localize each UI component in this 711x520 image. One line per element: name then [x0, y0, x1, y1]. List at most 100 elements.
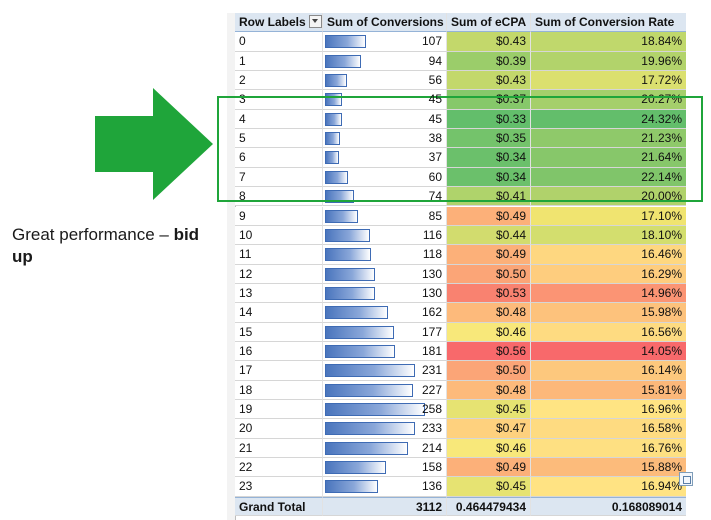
row-label-cell[interactable]: 11 — [235, 245, 323, 265]
conversions-cell[interactable]: 130 — [323, 264, 447, 284]
conversions-cell[interactable]: 38 — [323, 129, 447, 149]
row-label-cell[interactable]: 12 — [235, 264, 323, 284]
ecpa-cell[interactable]: $0.50 — [447, 361, 531, 381]
conversions-cell[interactable]: 233 — [323, 419, 447, 439]
conversions-cell[interactable]: 162 — [323, 303, 447, 323]
ecpa-cell[interactable]: $0.49 — [447, 245, 531, 265]
conversions-cell[interactable]: 118 — [323, 245, 447, 265]
row-label-cell[interactable]: 14 — [235, 303, 323, 323]
spreadsheet[interactable]: Row Labels Sum of Conversions Sum of eCP… — [227, 13, 711, 520]
ecpa-cell[interactable]: $0.43 — [447, 71, 531, 91]
rate-cell[interactable]: 16.96% — [531, 400, 686, 420]
paste-options-icon[interactable] — [679, 472, 693, 486]
ecpa-cell[interactable]: $0.56 — [447, 341, 531, 362]
row-label-cell[interactable]: 21 — [235, 438, 323, 459]
conversions-cell[interactable]: 107 — [323, 32, 447, 52]
conversions-cell[interactable]: 231 — [323, 361, 447, 381]
rate-cell[interactable]: 15.88% — [531, 458, 686, 478]
grand-total-label[interactable]: Grand Total — [235, 496, 323, 517]
ecpa-cell[interactable]: $0.47 — [447, 419, 531, 439]
rate-cell[interactable]: 20.27% — [531, 90, 686, 110]
rate-cell[interactable]: 16.56% — [531, 322, 686, 342]
conversions-cell[interactable]: 177 — [323, 322, 447, 342]
ecpa-header[interactable]: Sum of eCPA — [447, 13, 531, 33]
ecpa-cell[interactable]: $0.49 — [447, 206, 531, 226]
ecpa-cell[interactable]: $0.35 — [447, 129, 531, 149]
ecpa-cell[interactable]: $0.37 — [447, 90, 531, 110]
ecpa-cell[interactable]: $0.33 — [447, 109, 531, 130]
row-label-cell[interactable]: 6 — [235, 148, 323, 168]
conversions-cell[interactable]: 116 — [323, 225, 447, 246]
row-label-cell[interactable]: 18 — [235, 380, 323, 400]
ecpa-cell[interactable]: $0.45 — [447, 477, 531, 497]
rate-cell[interactable]: 24.32% — [531, 109, 686, 130]
conversions-cell[interactable]: 158 — [323, 458, 447, 478]
row-label-cell[interactable]: 20 — [235, 419, 323, 439]
rate-cell[interactable]: 14.96% — [531, 283, 686, 304]
rate-cell[interactable]: 22.14% — [531, 167, 686, 188]
rate-cell[interactable]: 17.10% — [531, 206, 686, 226]
rate-cell[interactable]: 16.94% — [531, 477, 686, 497]
rate-cell[interactable]: 21.64% — [531, 148, 686, 168]
pivot-table[interactable]: Row Labels Sum of Conversions Sum of eCP… — [235, 13, 711, 520]
ecpa-cell[interactable]: $0.44 — [447, 225, 531, 246]
rate-cell[interactable]: 18.84% — [531, 32, 686, 52]
rate-cell[interactable]: 16.29% — [531, 264, 686, 284]
conversions-cell[interactable]: 94 — [323, 51, 447, 72]
row-label-cell[interactable]: 9 — [235, 206, 323, 226]
ecpa-cell[interactable]: $0.45 — [447, 400, 531, 420]
row-label-cell[interactable]: 22 — [235, 458, 323, 478]
row-label-cell[interactable]: 19 — [235, 400, 323, 420]
conversions-cell[interactable]: 227 — [323, 380, 447, 400]
row-label-cell[interactable]: 16 — [235, 341, 323, 362]
row-label-cell[interactable]: 0 — [235, 32, 323, 52]
row-label-cell[interactable]: 4 — [235, 109, 323, 130]
row-label-cell[interactable]: 15 — [235, 322, 323, 342]
rate-cell[interactable]: 19.96% — [531, 51, 686, 72]
ecpa-cell[interactable]: $0.34 — [447, 148, 531, 168]
conversions-cell[interactable]: 181 — [323, 341, 447, 362]
ecpa-cell[interactable]: $0.39 — [447, 51, 531, 72]
ecpa-cell[interactable]: $0.46 — [447, 438, 531, 459]
ecpa-cell[interactable]: $0.53 — [447, 283, 531, 304]
conversions-cell[interactable]: 60 — [323, 167, 447, 188]
conversions-cell[interactable]: 56 — [323, 71, 447, 91]
rate-cell[interactable]: 15.81% — [531, 380, 686, 400]
conversions-cell[interactable]: 45 — [323, 90, 447, 110]
rate-cell[interactable]: 16.46% — [531, 245, 686, 265]
conversions-cell[interactable]: 45 — [323, 109, 447, 130]
row-label-cell[interactable]: 17 — [235, 361, 323, 381]
grand-total-rate[interactable]: 0.168089014 — [531, 496, 686, 517]
filter-dropdown-icon[interactable] — [308, 15, 322, 29]
grand-total-ecpa[interactable]: 0.464479434 — [447, 496, 531, 517]
rate-cell[interactable]: 18.10% — [531, 225, 686, 246]
conversions-cell[interactable]: 37 — [323, 148, 447, 168]
row-label-cell[interactable]: 1 — [235, 51, 323, 72]
rate-cell[interactable]: 14.05% — [531, 341, 686, 362]
row-label-cell[interactable]: 3 — [235, 90, 323, 110]
row-label-cell[interactable]: 5 — [235, 129, 323, 149]
rate-header[interactable]: Sum of Conversion Rate — [531, 13, 686, 33]
row-label-cell[interactable]: 13 — [235, 283, 323, 304]
rate-cell[interactable]: 16.14% — [531, 361, 686, 381]
conversions-cell[interactable]: 136 — [323, 477, 447, 497]
ecpa-cell[interactable]: $0.49 — [447, 458, 531, 478]
ecpa-cell[interactable]: $0.34 — [447, 167, 531, 188]
row-label-cell[interactable]: 2 — [235, 71, 323, 91]
ecpa-cell[interactable]: $0.48 — [447, 303, 531, 323]
rate-cell[interactable]: 16.58% — [531, 419, 686, 439]
conversions-cell[interactable]: 85 — [323, 206, 447, 226]
rate-cell[interactable]: 15.98% — [531, 303, 686, 323]
rate-cell[interactable]: 16.76% — [531, 438, 686, 459]
conversions-header[interactable]: Sum of Conversions — [323, 13, 447, 33]
conversions-cell[interactable]: 130 — [323, 283, 447, 304]
ecpa-cell[interactable]: $0.48 — [447, 380, 531, 400]
ecpa-cell[interactable]: $0.50 — [447, 264, 531, 284]
rate-cell[interactable]: 21.23% — [531, 129, 686, 149]
row-labels-header[interactable]: Row Labels — [235, 13, 323, 33]
ecpa-cell[interactable]: $0.43 — [447, 32, 531, 52]
row-label-cell[interactable]: 23 — [235, 477, 323, 497]
conversions-cell[interactable]: 214 — [323, 438, 447, 459]
ecpa-cell[interactable]: $0.46 — [447, 322, 531, 342]
conversions-cell[interactable]: 258 — [323, 400, 447, 420]
